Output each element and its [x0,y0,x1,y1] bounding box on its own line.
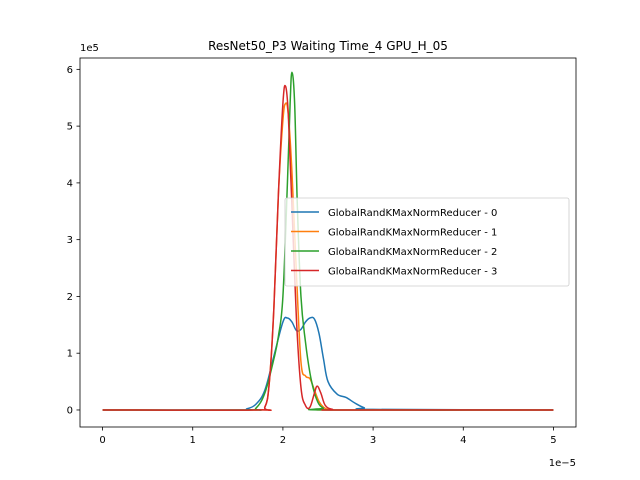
y-tick-label-3: 3 [67,235,73,246]
chart-title: ResNet50_P3 Waiting Time_4 GPU_H_05 [208,39,448,53]
x-axis: 0 1 2 3 4 5 [99,427,557,446]
y-tick-label-6: 6 [67,65,73,76]
y-scale-label: 1e5 [80,43,99,54]
y-tick-label-0: 0 [67,405,73,416]
legend-box [284,197,570,287]
x-tick-label-3: 3 [370,435,376,446]
x-tick-label-2: 2 [280,435,286,446]
x-tick-label-1: 1 [190,435,196,446]
legend: GlobalRandKMaxNormReducer - 0 GlobalRandK… [284,197,570,287]
y-tick-label-4: 4 [67,178,73,189]
series-line-3 [102,84,554,412]
legend-label-1: GlobalRandKMaxNormReducer - 1 [328,228,497,239]
y-tick-label-5: 5 [67,122,73,133]
legend-label-2: GlobalRandKMaxNormReducer - 2 [328,247,497,258]
plot-frame [79,57,577,428]
x-tick-label-0: 0 [99,435,105,446]
y-tick-label-2: 2 [67,292,73,303]
legend-label-0: GlobalRandKMaxNormReducer - 0 [328,208,497,219]
y-tick-label-1: 1 [67,349,73,360]
legend-label-3: GlobalRandKMaxNormReducer - 3 [328,267,497,278]
series-line-0 [102,316,554,411]
x-tick-label-4: 4 [460,435,466,446]
y-axis: 0 1 2 3 4 5 6 [67,65,80,416]
series-line-2 [102,71,554,411]
x-scale-label: 1e−5 [549,458,576,469]
x-tick-label-5: 5 [550,435,556,446]
